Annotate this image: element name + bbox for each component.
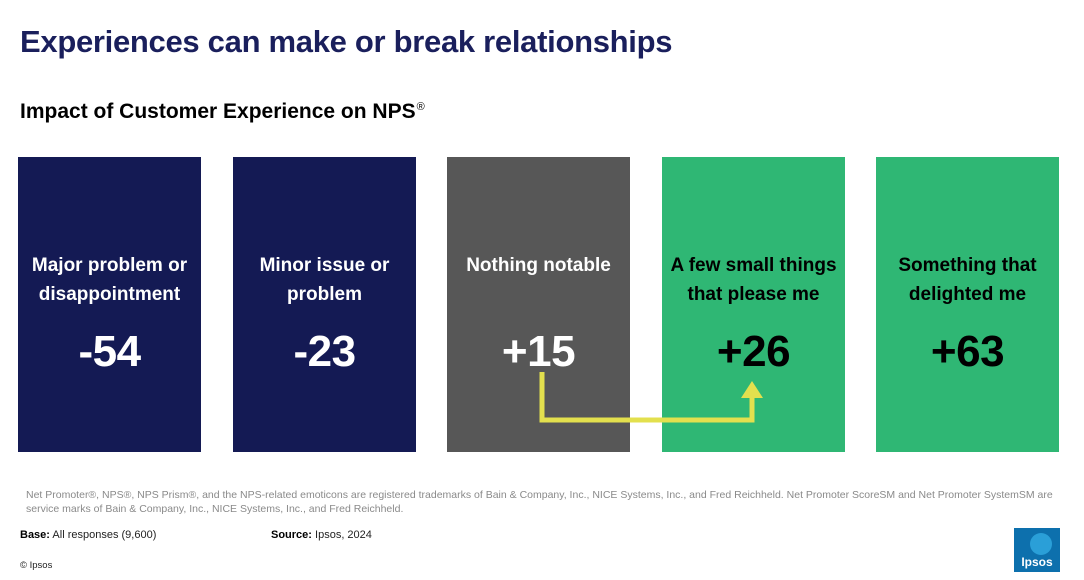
card-label: Minor issue or problem — [259, 255, 390, 305]
source-note: Source: Ipsos, 2024 — [271, 529, 372, 541]
page-title: Experiences can make or break relationsh… — [20, 24, 673, 59]
experience-card: Minor issue or problem -23 — [233, 157, 416, 452]
source-label: Source: — [271, 529, 312, 541]
card-value: +15 — [501, 327, 576, 376]
base-label: Base: — [20, 529, 50, 541]
card-label: Something that delighted me — [898, 255, 1037, 305]
ipsos-logo: Ipsos — [1014, 528, 1060, 572]
chart-subtitle: Impact of Customer Experience on NPS® — [20, 100, 425, 124]
chart-subtitle-text: Impact of Customer Experience on NPS — [20, 100, 416, 123]
card-label: Nothing notable — [466, 255, 611, 276]
experience-card: A few small things that please me +26 — [662, 157, 845, 452]
source-value: Ipsos, 2024 — [315, 529, 372, 541]
experience-card: Major problem or disappointment -54 — [18, 157, 201, 452]
card-value: -54 — [78, 327, 141, 376]
base-note: Base: All responses (9,600) — [20, 529, 156, 541]
card-value: -23 — [293, 327, 356, 376]
logo-circle-icon — [1030, 533, 1052, 555]
base-value: All responses (9,600) — [52, 529, 157, 541]
card-label: Major problem or disappointment — [31, 255, 188, 305]
experience-card: Something that delighted me +63 — [876, 157, 1059, 452]
registered-mark: ® — [416, 101, 425, 113]
trademark-disclaimer: Net Promoter®, NPS®, NPS Prism®, and the… — [26, 489, 1053, 515]
card-value: +26 — [716, 327, 791, 376]
card-value: +63 — [930, 327, 1005, 376]
logo-text: Ipsos — [1021, 555, 1053, 569]
copyright-text: © Ipsos — [20, 560, 53, 571]
card-label: A few small things that please me — [670, 255, 837, 305]
experience-card: Nothing notable +15 — [447, 157, 630, 452]
